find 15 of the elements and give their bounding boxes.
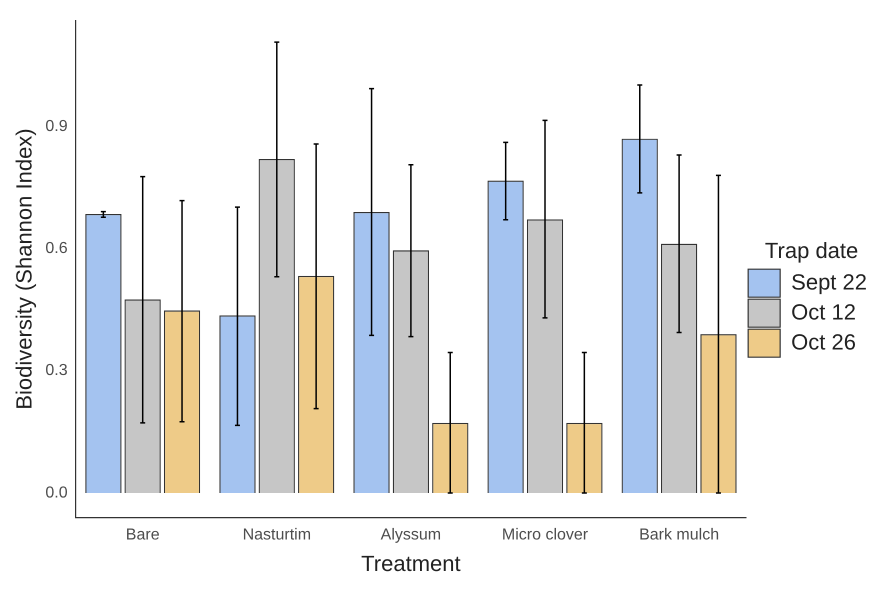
x-tick-label: Alyssum [380, 526, 442, 544]
legend-title: Trap date [764, 238, 858, 263]
x-tick-label: Micro clover [502, 526, 589, 544]
x-tick-label: Nasturtim [242, 526, 312, 544]
x-axis-title: Treatment [361, 550, 461, 576]
legend-label: Oct 26 [791, 329, 856, 354]
y-tick-label: 0.6 [45, 240, 68, 258]
x-tick-label: Bark mulch [639, 526, 720, 544]
y-tick-label: 0.0 [45, 484, 68, 502]
y-tick-label: 0.3 [45, 362, 68, 380]
y-tick-label: 0.9 [45, 118, 68, 135]
y-axis-title: Biodiversity (Shannon Index) [11, 128, 36, 410]
legend-label: Sept 22 [791, 269, 868, 294]
legend-label: Oct 12 [791, 299, 856, 324]
x-tick-label: Bare [126, 526, 160, 544]
